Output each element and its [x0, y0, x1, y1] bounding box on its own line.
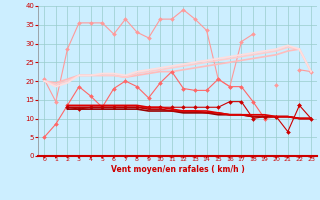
X-axis label: Vent moyen/en rafales ( km/h ): Vent moyen/en rafales ( km/h )	[111, 165, 244, 174]
